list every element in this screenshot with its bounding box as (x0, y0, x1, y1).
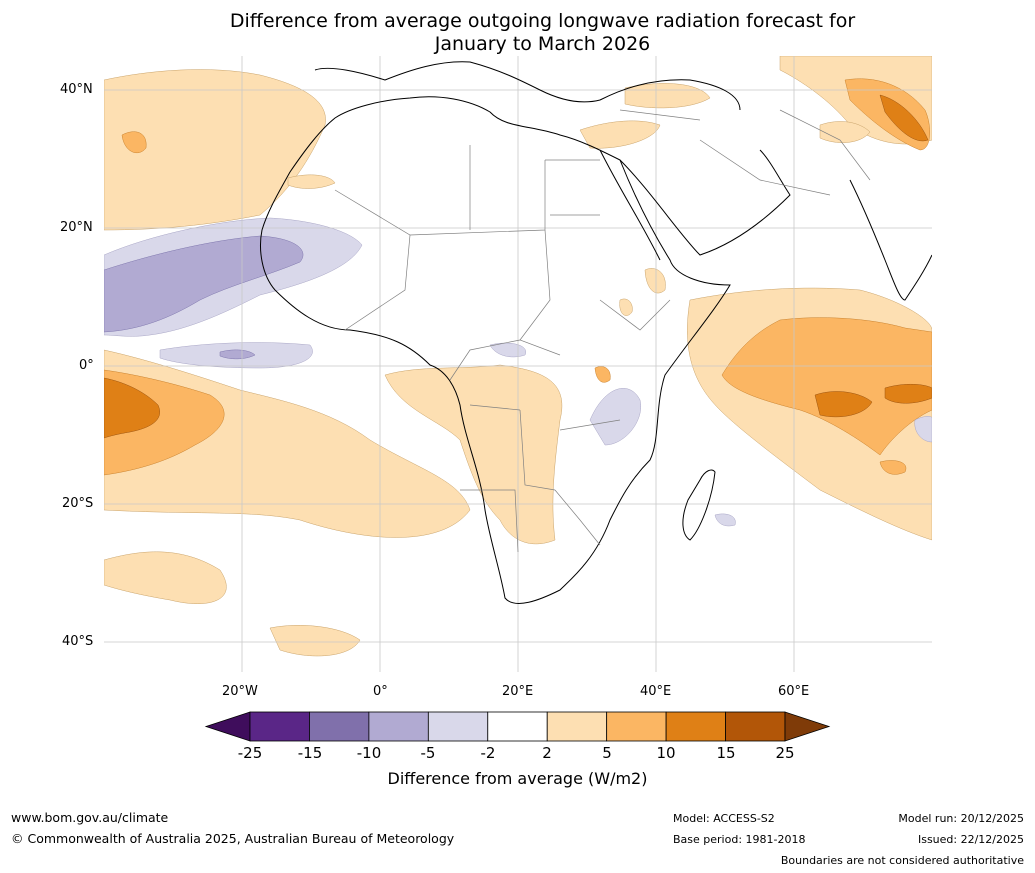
title-line-2: January to March 2026 (434, 33, 651, 55)
colorbar-tick: -2 (480, 744, 496, 762)
country-borders (334, 109, 871, 553)
title-line-1: Difference from average outgoing longwav… (229, 10, 856, 32)
lat-label-40n: 40°N (60, 82, 93, 97)
colorbar-label: Difference from average (W/m2) (387, 769, 648, 788)
model-text: Model: ACCESS-S2 (673, 812, 775, 825)
website-text: www.bom.gov.au/climate (11, 810, 169, 825)
map-area (104, 56, 932, 672)
model-run-text: Model run: 20/12/2025 (898, 812, 1024, 825)
red-sea-coast (599, 149, 661, 261)
lon-label-40e: 40°E (640, 684, 672, 699)
india-coastline (849, 179, 932, 301)
colorbar-tick: -10 (356, 744, 382, 762)
issued-text: Issued: 22/12/2025 (917, 833, 1024, 846)
lat-label-40s: 40°S (62, 634, 94, 649)
colorbar-tick: 2 (542, 744, 552, 762)
coastlines (260, 61, 932, 604)
colorbar-tick: -15 (297, 744, 323, 762)
madagascar-coastline (682, 469, 716, 541)
africa-coastline (260, 96, 731, 604)
negative-anomaly-medium (104, 235, 304, 360)
colorbar-tick: 5 (602, 744, 612, 762)
base-period-text: Base period: 1981-2018 (673, 833, 806, 846)
copyright-text: © Commonwealth of Australia 2025, Austra… (11, 831, 455, 846)
colorbar-tick: -25 (237, 744, 263, 762)
positive-anomaly-strong (104, 94, 932, 439)
disclaimer-text: Boundaries are not considered authoritat… (780, 854, 1024, 867)
lon-label-0: 0° (373, 684, 388, 699)
chart-title: Difference from average outgoing longwav… (0, 10, 1035, 56)
colorbar-tick: 15 (716, 744, 736, 762)
lon-label-20e: 20°E (502, 684, 534, 699)
colorbar-tick: 25 (775, 744, 795, 762)
colorbar-tick: 10 (656, 744, 676, 762)
colorbar-tick: -5 (420, 744, 436, 762)
graticule (104, 56, 932, 672)
europe-coastline (314, 61, 741, 111)
arabia-coastline (619, 149, 791, 256)
lat-label-0: 0° (79, 358, 94, 373)
lat-label-20n: 20°N (60, 220, 93, 235)
lat-label-20s: 20°S (62, 496, 94, 511)
lon-label-60e: 60°E (778, 684, 810, 699)
lon-label-20w: 20°W (222, 684, 258, 699)
